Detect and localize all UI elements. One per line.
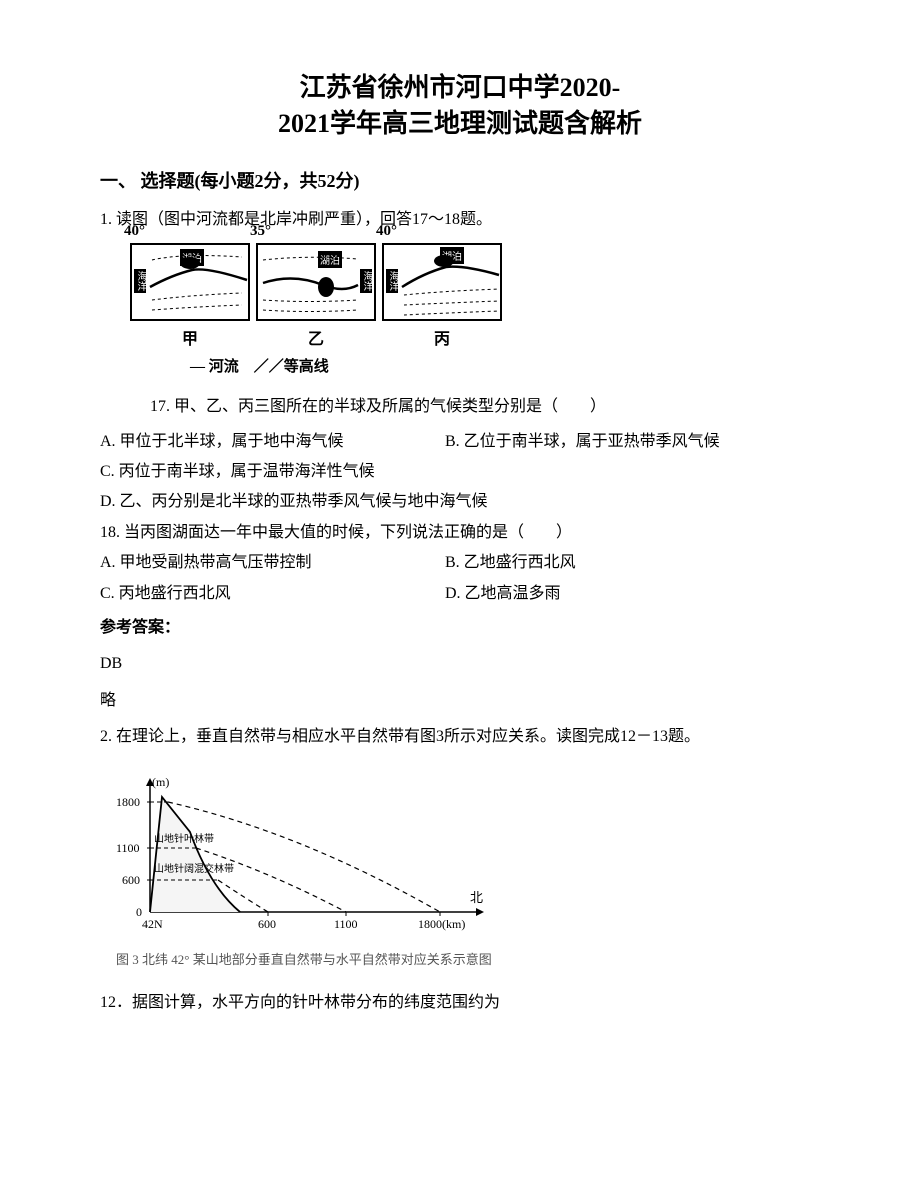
chart-svg: (m) 1800 1100 600 0 山地针叶林带 山地针阔混交林带 42N … (100, 772, 500, 942)
q17-text: 17. 甲、乙、丙三图所在的半球及所属的气候类型分别是（ ） (150, 392, 820, 422)
answer-db: DB (100, 649, 820, 679)
deg-label-3: 40° (376, 223, 397, 240)
q12-text: 12．据图计算，水平方向的针叶林带分布的纬度范围约为 (100, 988, 820, 1018)
map-bing: 40° 湖泊 海洋 (382, 243, 502, 321)
answer-note: 略 (100, 686, 820, 716)
xtick-42n: 42N (142, 917, 163, 931)
q1-intro: 1. 读图（图中河流都是北岸冲刷严重），回答17～18题。 (100, 205, 820, 235)
section-header: 一、 选择题(每小题2分，共52分) (100, 167, 820, 193)
deg-label-2: 35° (250, 223, 271, 240)
q17-opt-a: A. 甲位于北半球，属于地中海气候 (100, 427, 445, 457)
map-legend: — 河流 ／／等高线 (190, 355, 820, 376)
q18-text: 18. 当丙图湖面达一年中最大值的时候，下列说法正确的是（ ） (100, 518, 820, 548)
xtick-1800: 1800(km) (418, 917, 465, 931)
deg-label-1: 40° (124, 223, 145, 240)
page-title: 江苏省徐州市河口中学2020- 2021学年高三地理测试题含解析 (100, 70, 820, 143)
q18-opt-a: A. 甲地受副热带高气压带控制 (100, 548, 445, 578)
maps-row: 40° 湖泊 海洋 35° 湖泊 海洋 (130, 243, 820, 321)
q17-opt-b: B. 乙位于南半球，属于亚热带季风气候 (445, 427, 720, 457)
caption-jia: 甲 (130, 325, 250, 349)
title-line-1: 江苏省徐州市河口中学2020- (100, 70, 820, 106)
map-yi: 35° 湖泊 海洋 (256, 243, 376, 321)
x-end-label: 北 (470, 890, 483, 905)
answer-label: 参考答案： (100, 613, 820, 643)
q2-chart: (m) 1800 1100 600 0 山地针叶林带 山地针阔混交林带 42N … (100, 772, 820, 968)
caption-bing: 丙 (382, 325, 502, 349)
q18-row-ab: A. 甲地受副热带高气压带控制 B. 乙地盛行西北风 (100, 548, 820, 578)
q18-row-cd: C. 丙地盛行西北风 D. 乙地高温多雨 (100, 579, 820, 609)
ytick-1100: 1100 (116, 841, 140, 855)
chart-caption: 图 3 北纬 42° 某山地部分垂直自然带与水平自然带对应关系示意图 (116, 949, 820, 968)
q1-figure: 40° 湖泊 海洋 35° 湖泊 海洋 (130, 243, 820, 376)
zone-label-2: 山地针阔混交林带 (154, 862, 234, 875)
q17-row-ab: A. 甲位于北半球，属于地中海气候 B. 乙位于南半球，属于亚热带季风气候 (100, 427, 820, 457)
xtick-1100: 1100 (334, 917, 358, 931)
q18-opt-b: B. 乙地盛行西北风 (445, 548, 576, 578)
map-jia: 40° 湖泊 海洋 (130, 243, 250, 321)
ytick-1800: 1800 (116, 795, 140, 809)
q2-intro: 2. 在理论上，垂直自然带与相应水平自然带有图3所示对应关系。读图完成12－13… (100, 722, 820, 752)
title-line-2: 2021学年高三地理测试题含解析 (100, 106, 820, 142)
map-captions: 甲 乙 丙 (130, 325, 820, 349)
q18-opt-c: C. 丙地盛行西北风 (100, 579, 445, 609)
caption-yi: 乙 (256, 325, 376, 349)
q17-opt-c: C. 丙位于南半球，属于温带海洋性气候 (100, 457, 820, 487)
y-label: (m) (152, 775, 169, 789)
q18-opt-d: D. 乙地高温多雨 (445, 579, 561, 609)
q17-opt-d: D. 乙、丙分别是北半球的亚热带季风气候与地中海气候 (100, 487, 820, 517)
ytick-600: 600 (122, 873, 140, 887)
xtick-600: 600 (258, 917, 276, 931)
zone-label-1: 山地针叶林带 (154, 832, 214, 845)
